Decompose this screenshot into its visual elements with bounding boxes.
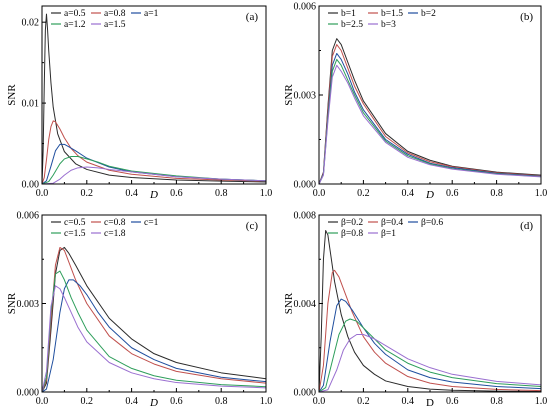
panel-3-lines [319, 229, 541, 392]
panel-2-ytick-label-2: 0.006 [17, 211, 40, 222]
panel-1-xtick-label-0: 0.0 [313, 188, 326, 199]
panel-3-xtick-label-1: 0.2 [357, 396, 370, 407]
panel-0-xtick-label-3: 0.6 [170, 188, 183, 199]
panel-0-legend-label-2: a=1 [144, 9, 159, 19]
panel-2-xtick-label-0: 0.0 [36, 396, 49, 407]
panel-0-legend-label-1: a=0.8 [104, 9, 126, 19]
panel-2-frame [41, 214, 267, 393]
panel-1-legend-label-2: b=2 [421, 9, 436, 19]
panel-1-xtick-label-5: 1.0 [535, 188, 548, 199]
panel-0-xtick-label-1: 0.2 [81, 188, 94, 199]
panel-3-series-0-line [319, 229, 541, 392]
panel-1-lines [319, 38, 541, 184]
panel-2-ytick-label-1: 0.003 [17, 299, 40, 310]
panel-0-panel-label: (a) [246, 11, 259, 23]
panel-2-series-2-line [42, 279, 266, 392]
panel-1-series-3-line [319, 58, 541, 184]
panel-1-ytick-label-1: 0.003 [294, 91, 317, 102]
panel-0-xtick-label-5: 1.0 [260, 188, 273, 199]
panel-2-legend-label-2: c=1 [144, 218, 159, 228]
panel-2-legend-label-3: c=1.5 [64, 229, 86, 239]
panel-0-xtick-label-4: 0.8 [215, 188, 228, 199]
panel-2-series-0-line [42, 246, 266, 392]
panel-0-ytick-label-2: 0.02 [22, 18, 40, 29]
panel-0-frame [41, 5, 267, 185]
panel-2-xlabel: D [149, 397, 158, 409]
panel-2-ytick-label-0: 0.000 [17, 388, 40, 399]
panel-3-series-4-line [319, 333, 541, 392]
panel-1-xtick-label-2: 0.4 [402, 188, 415, 199]
panel-1-ytick-label-0: 0.000 [294, 180, 317, 191]
panel-1-ylabel: SNR [283, 84, 295, 106]
panel-3-legend-label-0: β=0.2 [341, 218, 363, 228]
panel-0: 0.0 0.2 0.4 0.6 0.8 1.0 0.00 0.01 0.02 D SNR (a) a=0… [6, 5, 273, 201]
panel-2-xtick-label-4: 0.8 [215, 396, 228, 407]
panel-2-xtick-label-3: 0.6 [170, 396, 183, 407]
panel-0-legend-label-4: a=1.5 [104, 20, 126, 30]
panel-2-xtick-label-1: 0.2 [81, 396, 94, 407]
panel-0-ytick-label-1: 0.01 [22, 99, 40, 110]
panel-3-frame [318, 214, 542, 393]
panel-0-series-1-line [42, 120, 266, 184]
panel-1-xtick-label-4: 0.8 [490, 188, 503, 199]
panel-1-xtick-label-3: 0.6 [446, 188, 459, 199]
panel-0-xtick-label-0: 0.0 [36, 188, 49, 199]
panel-2-ylabel: SNR [6, 292, 18, 314]
panel-1-legend-label-1: b=1.5 [381, 9, 403, 19]
panel-3-xlabel: D [426, 397, 434, 409]
panel-0-xlabel: D [149, 189, 158, 201]
panel-3-legend-label-2: β=0.6 [421, 218, 443, 228]
panel-2: 0.0 0.2 0.4 0.6 0.8 1.0 0.000 0.003 0.006 D SNR (c)… [6, 211, 272, 410]
panel-2-series-1-line [42, 246, 266, 392]
panel-0-xtick-label-2: 0.4 [125, 188, 138, 199]
panel-2-legend-label-1: c=0.8 [104, 218, 126, 228]
panel-3-ytick-label-2: 0.008 [294, 211, 317, 222]
panel-2-lines [42, 246, 266, 392]
panel-3-xtick-label-3: 0.6 [446, 396, 459, 407]
panel-3-series-3-line [319, 318, 541, 392]
panel-3-series-1-line [319, 269, 541, 392]
panel-1-panel-label: (b) [520, 11, 533, 23]
panel-3-xtick-label-0: 0.0 [313, 396, 326, 407]
panel-0-series-4-line [42, 166, 266, 184]
panel-0-ytick-label-0: 0.00 [22, 180, 40, 191]
panel-0-series-0-line [42, 13, 266, 184]
panel-3-ytick-label-0: 0.000 [294, 388, 317, 399]
panel-3-ytick-label-1: 0.004 [294, 299, 317, 310]
panel-3-legend-label-3: β=0.8 [341, 229, 363, 239]
panel-0-legend-label-3: a=1.2 [64, 20, 86, 30]
panel-1-ytick-label-2: 0.006 [294, 2, 317, 13]
panel-1-legend-label-0: b=1 [341, 9, 356, 19]
panel-1-frame [318, 5, 542, 185]
panel-2-legend-label-0: c=0.5 [64, 218, 86, 228]
panel-3-xtick-label-5: 1.0 [535, 396, 548, 407]
panel-2-panel-label: (c) [246, 220, 259, 232]
panel-1-series-1-line [319, 44, 541, 184]
panel-0-series-3-line [42, 155, 266, 184]
panel-1-legend-label-4: b=3 [381, 20, 396, 30]
panel-1-series-4-line [319, 64, 541, 184]
panel-3-panel-label: (d) [520, 220, 533, 232]
panel-2-legend-label-4: c=1.8 [104, 229, 126, 239]
panel-0-ylabel: SNR [6, 84, 18, 106]
panel-2-series-4-line [42, 285, 266, 392]
panel-3-xtick-label-4: 0.8 [490, 396, 503, 407]
panel-1-xlabel: D [425, 189, 434, 201]
panel-2-xtick-label-2: 0.4 [125, 396, 138, 407]
panel-3-legend-label-4: β=1 [381, 229, 396, 239]
panel-2-xtick-label-5: 1.0 [260, 396, 273, 407]
panel-1-legend-label-3: b=2.5 [341, 20, 363, 30]
panel-0-lines [42, 13, 266, 184]
panel-1: 0.0 0.2 0.4 0.6 0.8 1.0 0.000 0.003 0.006 D SNR (b)… [283, 2, 547, 202]
panel-0-legend-label-0: a=0.5 [64, 9, 86, 19]
panel-3: 0.0 0.2 0.4 0.6 0.8 1.0 0.000 0.004 0.008 D SNR (d)… [283, 211, 547, 410]
panel-3-xtick-label-2: 0.4 [402, 396, 415, 407]
panel-3-legend-label-1: β=0.4 [381, 218, 403, 228]
panel-1-xtick-label-1: 0.2 [357, 188, 370, 199]
panel-3-ylabel: SNR [283, 292, 295, 314]
